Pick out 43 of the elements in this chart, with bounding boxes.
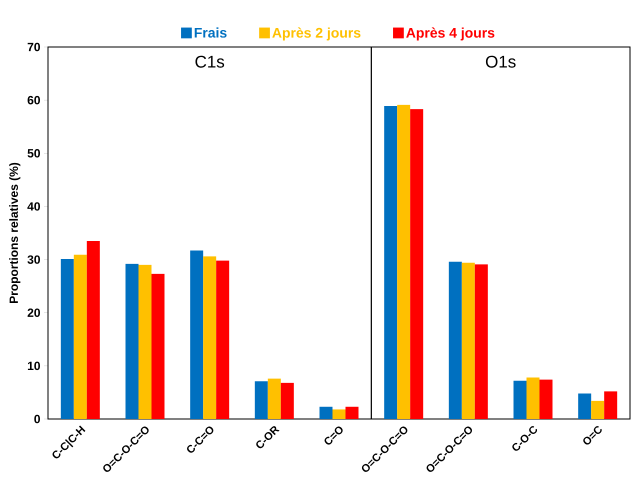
bar [254, 381, 268, 419]
bar [384, 106, 398, 419]
y-tick-label: 40 [27, 202, 40, 211]
bar [540, 380, 553, 419]
x-tick-label: C=O [324, 426, 343, 445]
bar [514, 380, 527, 419]
y-tick-label: 70 [28, 42, 40, 52]
bar [203, 256, 216, 419]
bar [60, 259, 74, 419]
legend-label: Après 2 jours [272, 27, 360, 40]
chart-title: C1s [195, 56, 224, 68]
bar [462, 262, 475, 419]
bar [152, 274, 164, 419]
y-tick-label: 50 [28, 149, 40, 158]
bar [280, 382, 294, 419]
bar [474, 264, 488, 419]
y-tick-label: 0 [34, 414, 40, 424]
bar [74, 254, 87, 419]
bar [319, 406, 332, 419]
y-tick-label: 60 [28, 96, 40, 104]
bar [190, 250, 204, 419]
bar [216, 260, 230, 419]
bar [268, 378, 281, 419]
bar [86, 240, 100, 419]
bar [138, 264, 152, 419]
y-tick-label: 30 [27, 255, 40, 264]
bar [448, 262, 462, 419]
legend-label: Après 4 jours [406, 27, 494, 40]
y-tick-label: 20 [28, 308, 40, 317]
bar [526, 378, 540, 419]
bar [345, 406, 358, 419]
y-tick-label: 10 [28, 362, 40, 370]
legend-label: Frais [194, 27, 227, 38]
bar [591, 400, 604, 419]
x-tick-label: O=C [583, 426, 602, 445]
y-axis-title: Proportions relatives (%) [9, 162, 20, 303]
bar [410, 109, 424, 419]
bar [578, 393, 592, 419]
bar [397, 104, 410, 419]
chart-title: O1s [486, 56, 516, 68]
bar [332, 409, 346, 419]
bar [604, 391, 618, 419]
bar [126, 264, 138, 419]
